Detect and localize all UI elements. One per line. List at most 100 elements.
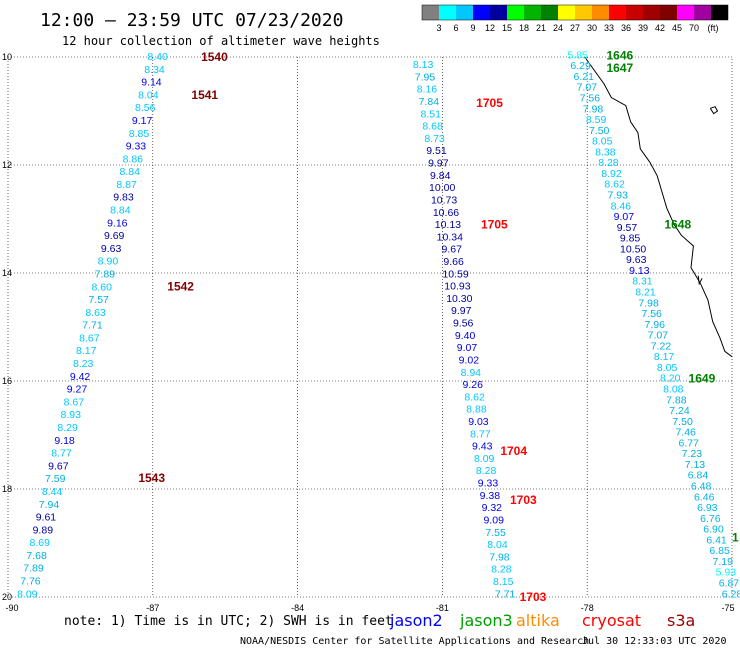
wave-height-value: 9.16 <box>107 217 128 229</box>
colorbar-swatch <box>626 5 643 20</box>
wave-height-value: 10.59 <box>442 268 468 280</box>
wave-height-value: 8.16 <box>417 84 438 96</box>
wave-height-value: 5.85 <box>567 49 588 61</box>
pass-time-label: 1 <box>732 531 739 545</box>
colorbar-label: 33 <box>604 23 614 33</box>
wave-height-value: 6.48 <box>691 481 712 493</box>
colorbar-swatch <box>592 5 609 20</box>
wave-height-value: 7.71 <box>82 320 103 332</box>
wave-height-value: 7.50 <box>672 416 693 428</box>
wave-height-value: 9.02 <box>459 354 480 366</box>
wave-height-value: 8.94 <box>461 367 482 379</box>
wave-height-value: 8.69 <box>29 537 50 549</box>
pass-time-label: 1541 <box>191 88 218 102</box>
colorbar-swatch <box>677 5 694 20</box>
wave-height-value: 9.69 <box>104 230 125 242</box>
wave-height-value: 8.67 <box>64 396 85 408</box>
wave-height-value: 8.88 <box>466 404 487 416</box>
wave-height-value: 7.57 <box>88 294 109 306</box>
wave-height-value: 8.77 <box>51 448 72 460</box>
wave-height-value: 8.09 <box>474 453 495 465</box>
colorbar-swatch <box>524 5 541 20</box>
satellite-legend-s3a: s3a <box>667 611 695 630</box>
wave-height-value: 8.13 <box>413 59 434 71</box>
pass-time-label: 1703 <box>510 493 537 507</box>
colorbar-unit: (ft) <box>708 23 719 33</box>
wave-height-value: 8.20 <box>660 373 681 385</box>
satellite-legend-cryosat: cryosat <box>582 611 641 630</box>
wave-height-value: 6.21 <box>574 71 595 83</box>
colorbar-swatch <box>711 5 728 20</box>
wave-height-value: 7.98 <box>583 103 604 115</box>
lat-tick-label: 14 <box>2 268 12 278</box>
colorbar-swatch <box>422 5 439 20</box>
wave-height-value: 9.67 <box>48 460 69 472</box>
wave-height-value: 6.90 <box>703 524 724 536</box>
colorbar-swatch <box>575 5 592 20</box>
wave-height-value: 6.77 <box>679 437 700 449</box>
wave-height-value: 7.24 <box>669 405 690 417</box>
wave-height-value: 10.30 <box>446 293 472 305</box>
wave-height-value: 8.51 <box>421 108 442 120</box>
wave-height-value: 6.84 <box>688 470 709 482</box>
wave-height-value: 8.73 <box>424 133 445 145</box>
wave-height-value: 7.98 <box>638 297 659 309</box>
wave-height-value: 6.28 <box>722 588 740 600</box>
wave-height-value: 7.23 <box>682 448 703 460</box>
colorbar-label: 3 <box>436 23 441 33</box>
colorbar-swatch <box>490 5 507 20</box>
wave-height-value: 8.17 <box>76 345 97 357</box>
wave-height-value: 8.93 <box>61 409 82 421</box>
pass-time-label: 1646 <box>607 48 634 62</box>
lon-tick-label: -81 <box>436 603 449 613</box>
map-subtitle: 12 hour collection of altimeter wave hei… <box>62 34 380 48</box>
wave-height-value: 5.93 <box>716 567 737 579</box>
wave-height-value: 9.63 <box>626 254 647 266</box>
wave-height-value: 7.46 <box>675 427 696 439</box>
colorbar-swatch <box>609 5 626 20</box>
wave-height-value: 7.98 <box>489 551 510 563</box>
lon-tick-label: -84 <box>291 603 304 613</box>
pass-time-label: 1705 <box>476 96 503 110</box>
wave-height-value: 9.97 <box>428 158 449 170</box>
wave-height-value: 9.07 <box>457 342 478 354</box>
pass-time-label: 1703 <box>520 590 547 604</box>
wave-height-value: 8.56 <box>135 102 156 114</box>
wave-height-value: 9.56 <box>453 318 474 330</box>
colorbar-label: 18 <box>519 23 529 33</box>
wave-height-value: 8.44 <box>42 486 63 498</box>
wave-height-value: 7.76 <box>20 576 41 588</box>
wave-height-value: 8.34 <box>144 64 165 76</box>
wave-height-value: 8.05 <box>657 362 678 374</box>
wave-height-value: 9.84 <box>430 170 451 182</box>
pass-time-label: 1648 <box>664 217 691 231</box>
wave-height-value: 8.05 <box>592 136 613 148</box>
wave-height-value: 9.97 <box>451 305 472 317</box>
colorbar-frame <box>421 4 729 21</box>
wave-height-value: 7.89 <box>23 563 44 575</box>
wave-height-value: 8.28 <box>598 157 619 169</box>
colorbar-label: 30 <box>587 23 597 33</box>
wave-height-value: 9.63 <box>101 243 122 255</box>
wave-height-value: 8.63 <box>85 307 106 319</box>
wave-height-value: 10.00 <box>429 182 455 194</box>
colorbar-label: 27 <box>570 23 580 33</box>
wave-height-value: 10.34 <box>437 231 463 243</box>
wave-height-value: 8.21 <box>635 287 656 299</box>
wave-height-value: 8.68 <box>422 121 443 133</box>
wave-height-value: 7.07 <box>577 82 598 94</box>
wave-height-value: 8.62 <box>464 391 485 403</box>
colorbar-label: 21 <box>536 23 546 33</box>
wave-height-value: 9.26 <box>462 379 483 391</box>
wave-height-value: 9.85 <box>620 233 641 245</box>
satellite-legend-jason2: jason2 <box>389 611 443 630</box>
wave-height-value: 9.40 <box>455 330 476 342</box>
lon-tick-label: -87 <box>146 603 159 613</box>
wave-height-value: 6.29 <box>570 60 591 72</box>
wave-height-value: 8.38 <box>595 146 616 158</box>
colorbar-swatch <box>558 5 575 20</box>
wave-height-value: 8.15 <box>493 576 514 588</box>
wave-height-value: 7.50 <box>589 125 610 137</box>
wave-height-value: 9.03 <box>468 416 489 428</box>
